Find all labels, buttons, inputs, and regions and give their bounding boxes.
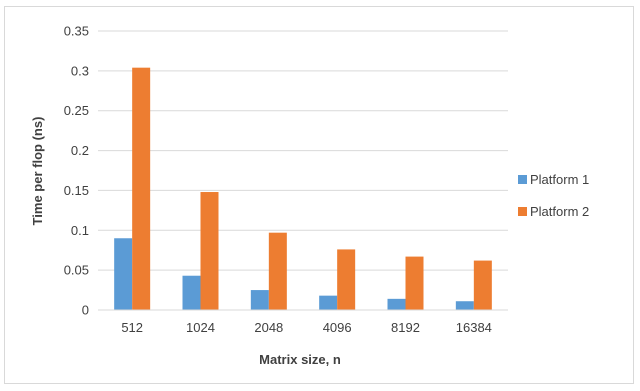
y-tick-label: 0.25 <box>64 103 89 118</box>
x-tick-label: 16384 <box>456 320 492 335</box>
gridlines <box>98 30 508 271</box>
x-axis-title: Matrix size, n <box>259 352 341 367</box>
legend-swatch <box>518 175 527 184</box>
legend-label: Platform 2 <box>530 204 589 219</box>
x-tick-label: 512 <box>121 320 143 335</box>
y-tick-label: 0.1 <box>71 223 89 238</box>
x-tick-label: 4096 <box>323 320 352 335</box>
y-tick-label: 0.05 <box>64 263 89 278</box>
bar-platform-1-1024 <box>182 275 201 310</box>
legend-label: Platform 1 <box>530 172 589 187</box>
y-axis-title: Time per flop (ns) <box>30 117 45 226</box>
y-tick-label: 0 <box>82 303 89 318</box>
legend-swatch <box>518 207 527 216</box>
bar-platform-2-4096 <box>337 249 356 310</box>
bar-platform-1-16384 <box>455 301 474 310</box>
bar-platform-1-512 <box>114 238 133 310</box>
bars <box>114 67 492 310</box>
y-tick-label: 0.15 <box>64 183 89 198</box>
bar-platform-1-8192 <box>387 298 406 310</box>
legend: Platform 1 Platform 2 <box>518 172 589 219</box>
bar-platform-2-16384 <box>473 260 492 310</box>
bar-platform-2-8192 <box>405 256 424 310</box>
bar-platform-2-512 <box>132 67 151 310</box>
bar-platform-1-4096 <box>319 295 338 310</box>
x-tick-labels: 512 1024 2048 4096 8192 16384 <box>121 320 492 335</box>
x-tick-label: 8192 <box>391 320 420 335</box>
bar-platform-2-2048 <box>268 232 287 310</box>
bar-platform-1-2048 <box>250 290 269 310</box>
y-tick-labels: 0 0.05 0.1 0.15 0.2 0.25 0.3 0.35 <box>64 24 89 318</box>
bar-platform-2-1024 <box>200 192 219 310</box>
y-tick-label: 0.35 <box>64 24 89 39</box>
y-tick-label: 0.3 <box>71 63 89 78</box>
x-tick-label: 1024 <box>186 320 215 335</box>
y-tick-label: 0.2 <box>71 143 89 158</box>
x-tick-label: 2048 <box>254 320 283 335</box>
chart-frame <box>4 6 634 384</box>
